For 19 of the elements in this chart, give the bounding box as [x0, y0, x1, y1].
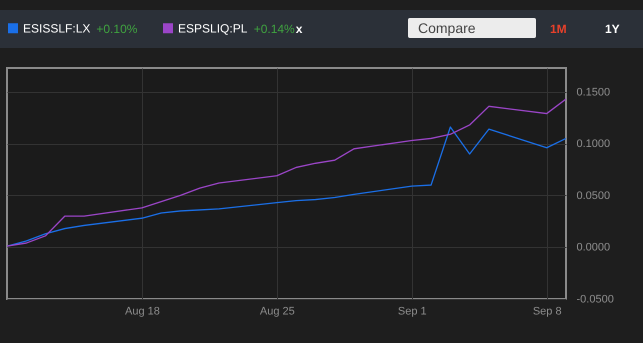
- line-series: [7, 126, 566, 247]
- text: x: [296, 22, 302, 36]
- x-tick-label: Aug 25: [260, 306, 295, 318]
- legend-label: ESISSLF:LX: [23, 21, 90, 36]
- y-tick-label: 0.0500: [576, 190, 610, 202]
- text: +0.10%: [96, 22, 138, 36]
- x-tick-label: Aug 18: [124, 306, 160, 318]
- y-tick-label: 0.1000: [576, 138, 610, 150]
- text: 1Y: [605, 22, 620, 36]
- x-tick-label: Sep 8: [532, 306, 562, 318]
- x-tick-label: Sep 1: [398, 306, 427, 318]
- y-tick-label: -0.0500: [576, 294, 614, 306]
- y-tick-label: 0.1500: [576, 86, 610, 98]
- text: 1M: [550, 22, 567, 36]
- legend-label: ESPSLIQ:PL: [178, 21, 248, 36]
- line-series: [7, 98, 566, 247]
- text: Compare: [408, 18, 536, 38]
- y-tick-label: 0.0000: [576, 242, 610, 254]
- text: +0.14%: [254, 22, 295, 36]
